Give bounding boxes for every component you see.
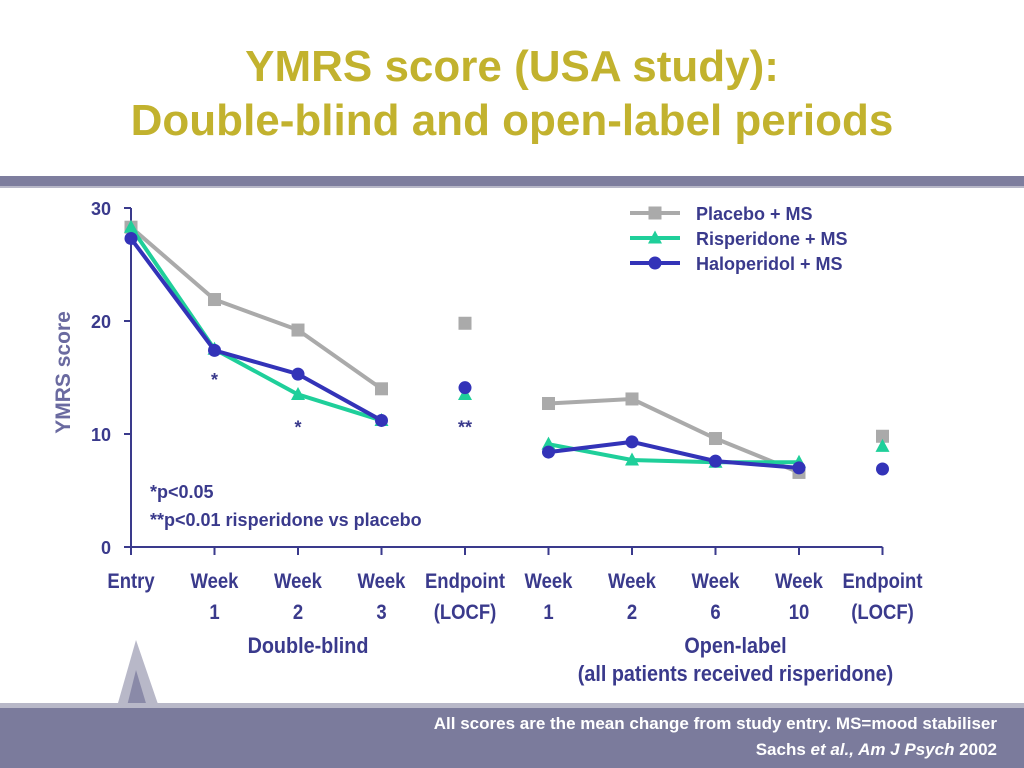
- y-tick-label: 20: [91, 312, 111, 332]
- x-tick-label: 10: [789, 601, 810, 624]
- haloperidol-ms-point: [709, 454, 722, 468]
- risperidone-ms-line: [129, 226, 383, 423]
- x-tick-label: Endpoint: [425, 570, 505, 593]
- title-line-2: Double-blind and open-label periods: [130, 96, 894, 145]
- group-label: Double-blind: [248, 634, 369, 658]
- risperidone-ms-point: [291, 386, 305, 400]
- chart-area: 0 10 20 30 YMRS score Entry Week 1 Week 2 Week 3 End…: [52, 199, 923, 686]
- risperidone-ms-point: [541, 436, 556, 450]
- x-tick-label: 2: [627, 601, 637, 624]
- title-divider: [0, 176, 1024, 188]
- group-label: (all patients received risperidone): [578, 662, 893, 686]
- x-tick-label: Entry: [107, 570, 154, 593]
- footnote-text: **p<0.01 risperidone vs placebo: [150, 510, 422, 530]
- risperidone-ms-point: [625, 452, 639, 466]
- x-tick-label: Week: [274, 570, 323, 593]
- haloperidol-ms-point: [124, 232, 138, 246]
- haloperidol-ms-point: [625, 435, 639, 449]
- line-chart: 0 10 20 30 YMRS score Entry Week 1 Week 2 Week 3 End…: [52, 199, 923, 686]
- footer-divider: [0, 703, 1024, 708]
- x-tick-label: 2: [293, 601, 303, 624]
- y-axis-title: YMRS score: [52, 311, 75, 434]
- legend-swatch-marker: [648, 206, 662, 220]
- citation-journal: et al., Am J Psych: [810, 740, 955, 759]
- placebo-ms-line: [548, 396, 800, 475]
- x-tick-label: 1: [209, 601, 219, 624]
- haloperidol-ms-point: [792, 461, 806, 475]
- x-tick-label: Week: [608, 570, 657, 593]
- x-tick-label: Week: [358, 570, 407, 593]
- x-tick-label: (LOCF): [434, 601, 497, 624]
- legend-swatch-marker: [648, 256, 662, 270]
- legend-swatch-marker: [648, 230, 662, 244]
- placebo-ms-line: [129, 225, 383, 391]
- y-tick-label: 10: [91, 425, 111, 445]
- x-tick-label: Week: [692, 570, 741, 593]
- placebo-ms-point: [625, 392, 639, 406]
- x-tick-label: 6: [710, 601, 720, 624]
- significance-marker: **: [458, 417, 472, 437]
- risperidone-ms-point: [124, 219, 138, 233]
- haloperidol-ms-line: [548, 439, 800, 470]
- legend-label: Risperidone + MS: [696, 229, 848, 249]
- y-tick-label: 30: [91, 199, 111, 219]
- haloperidol-ms-point: [375, 413, 388, 427]
- decorative-peak-graphic: [116, 640, 160, 710]
- risperidone-ms-line: [548, 442, 799, 465]
- x-tick-label: 3: [376, 601, 386, 624]
- x-tick-label: Endpoint: [842, 570, 922, 593]
- legend-label: Haloperidol + MS: [696, 254, 843, 274]
- placebo-ms-point: [375, 382, 388, 396]
- footer-citation: Sachs et al., Am J Psych 2002: [756, 740, 997, 760]
- legend-label: Placebo + MS: [696, 204, 813, 224]
- haloperidol-ms-point: [876, 462, 889, 476]
- placebo-ms-point: [709, 432, 722, 446]
- footer-band: All scores are the mean change from stud…: [0, 708, 1024, 768]
- group-label: Open-label: [684, 634, 786, 658]
- placebo-ms-point: [458, 316, 472, 330]
- placebo-ms-point: [291, 323, 305, 337]
- significance-marker: *: [211, 370, 218, 390]
- haloperidol-ms-point: [458, 381, 472, 395]
- placebo-ms-point: [208, 293, 221, 307]
- x-tick-label: Week: [191, 570, 240, 593]
- footer-note: All scores are the mean change from stud…: [433, 714, 997, 733]
- y-tick-label: 0: [101, 538, 111, 558]
- placebo-ms-point: [542, 396, 555, 410]
- significance-marker: *: [294, 417, 301, 437]
- title-line-1: YMRS score (USA study):: [245, 42, 779, 91]
- citation-author: Sachs: [755, 740, 811, 759]
- footnote-text: *p<0.05: [150, 482, 214, 502]
- x-tick-label: 1: [543, 601, 553, 624]
- citation-year: 2002: [954, 740, 997, 759]
- slide-title: YMRS score (USA study): Double-blind and…: [0, 40, 1024, 148]
- risperidone-ms-point: [875, 438, 890, 452]
- x-tick-label: Week: [775, 570, 824, 593]
- placebo-ms-point: [876, 429, 889, 443]
- x-tick-label: (LOCF): [851, 601, 914, 624]
- haloperidol-ms-point: [542, 445, 555, 459]
- x-tick-label: Week: [525, 570, 574, 593]
- haloperidol-ms-line: [129, 237, 383, 423]
- haloperidol-ms-point: [208, 343, 221, 357]
- haloperidol-ms-point: [291, 367, 305, 381]
